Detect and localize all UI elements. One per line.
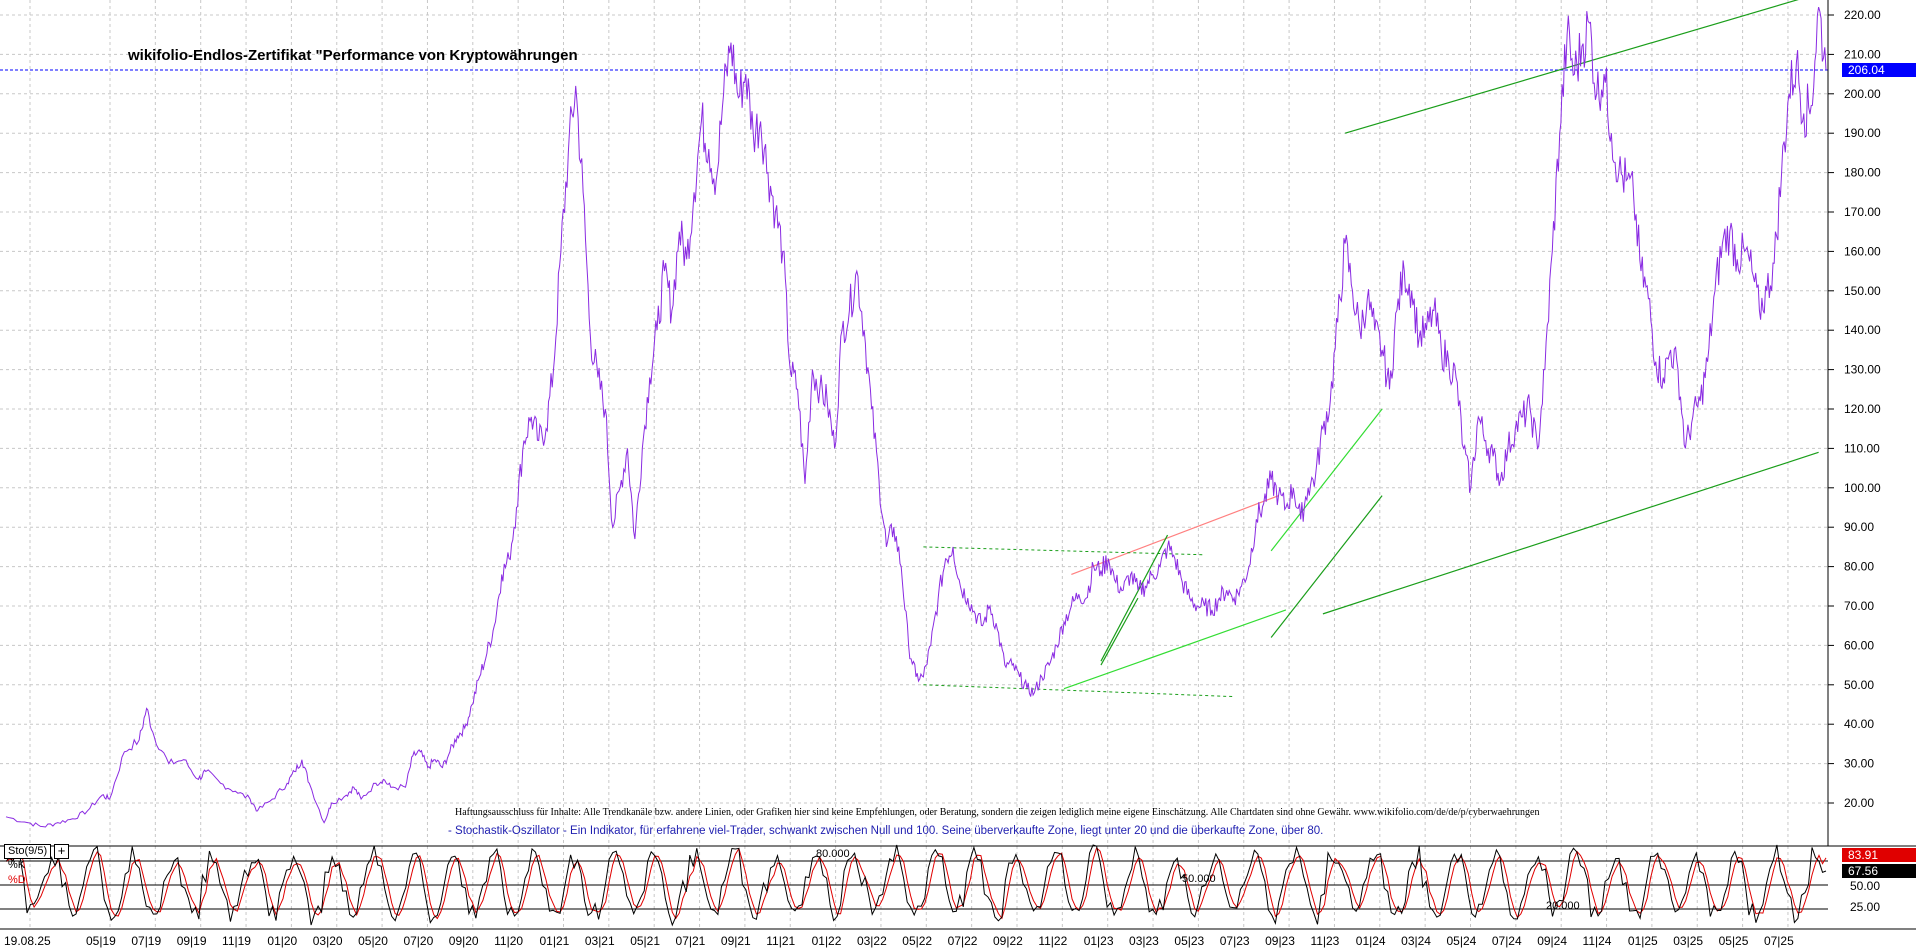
y-tick-label: 50.00 bbox=[1844, 678, 1874, 692]
x-tick-label: 07|24 bbox=[1492, 934, 1522, 948]
y-tick-label: 190.00 bbox=[1844, 126, 1881, 140]
x-tick-label: 05|21 bbox=[630, 934, 660, 948]
x-tick-label: 09|21 bbox=[721, 934, 751, 948]
indicator-name[interactable]: Sto(9/5) bbox=[4, 844, 52, 859]
y-tick-label: 40.00 bbox=[1844, 717, 1874, 731]
range-bottom-dashed bbox=[923, 684, 1235, 698]
y-tick-label: 80.00 bbox=[1844, 560, 1874, 574]
x-tick-label: 05|25 bbox=[1719, 934, 1749, 948]
x-tick-label: 03|23 bbox=[1129, 934, 1159, 948]
y-tick-label: 90.00 bbox=[1844, 520, 1874, 534]
d-value-tag: 83.91 bbox=[1842, 848, 1916, 862]
disclaimer-text: Haftungsausschluss für Inhalte: Alle Tre… bbox=[455, 807, 1540, 818]
y-tick-label: 200.00 bbox=[1844, 87, 1881, 101]
stochastic-panel bbox=[0, 844, 1828, 927]
x-tick-label: 19.08.25 bbox=[4, 934, 51, 948]
y-tick-label: 130.00 bbox=[1844, 363, 1881, 377]
x-tick-label: 11|24 bbox=[1583, 934, 1612, 948]
x-tick-label: 01|24 bbox=[1356, 934, 1386, 948]
x-tick-label: 07|20 bbox=[403, 934, 433, 948]
x-tick-label: 07|23 bbox=[1220, 934, 1250, 948]
x-tick-label: 05|19 bbox=[86, 934, 116, 948]
x-tick-label: 11|19 bbox=[222, 934, 251, 948]
x-tick-label: 05|24 bbox=[1447, 934, 1477, 948]
range-top-dashed bbox=[923, 546, 1205, 556]
k-line-label: %K bbox=[8, 859, 26, 871]
d-line-label: %D bbox=[8, 874, 26, 886]
x-tick-label: 03|21 bbox=[585, 934, 615, 948]
k-value-tag: 67.56 bbox=[1842, 864, 1916, 878]
price-series-layer bbox=[5, 6, 1827, 828]
x-tick-label: 07|25 bbox=[1764, 934, 1794, 948]
y-tick-label: 180.00 bbox=[1844, 166, 1881, 180]
x-tick-label: 11|20 bbox=[494, 934, 523, 948]
y-tick-label: 110.00 bbox=[1844, 441, 1880, 455]
x-tick-label: 07|22 bbox=[948, 934, 978, 948]
chart-title: wikifolio-Endlos-Zertifikat "Performance… bbox=[128, 47, 578, 64]
stoch-d-line bbox=[5, 847, 1827, 920]
x-tick-label: 01|21 bbox=[540, 934, 570, 948]
stoch-level-50: 50.000 bbox=[1182, 873, 1216, 885]
x-tick-label: 11|21 bbox=[766, 934, 795, 948]
x-tick-label: 05|20 bbox=[358, 934, 388, 948]
price-axis: 20.00 30.00 40.00 50.00 60.00 70.00 80.00 90.00… bbox=[0, 0, 1916, 847]
y-tick-label: 170.00 bbox=[1844, 205, 1881, 219]
x-tick-label: 09|20 bbox=[449, 934, 479, 948]
y-tick-label: 140.00 bbox=[1844, 323, 1881, 337]
y-tick-label: 210.00 bbox=[1844, 47, 1881, 61]
x-tick-label: 09|22 bbox=[993, 934, 1023, 948]
x-tick-label: 09|23 bbox=[1265, 934, 1295, 948]
x-tick-label: 01|20 bbox=[267, 934, 297, 948]
current-price-tag: 206.04 bbox=[1842, 63, 1916, 77]
upper-channel-line bbox=[1344, 0, 1799, 134]
trendlines-layer bbox=[923, 0, 1819, 698]
x-tick-label: 07|21 bbox=[676, 934, 706, 948]
stoch-k-line bbox=[5, 844, 1827, 927]
y-tick-label: 70.00 bbox=[1844, 599, 1874, 613]
stoch-level-80: 80.000 bbox=[816, 848, 850, 860]
x-tick-label: 03|24 bbox=[1401, 934, 1431, 948]
support-line bbox=[1063, 609, 1287, 690]
y-tick-label: 100.00 bbox=[1844, 481, 1881, 495]
y-tick-label: 150.00 bbox=[1844, 284, 1881, 298]
x-tick-label: 09|24 bbox=[1537, 934, 1567, 948]
indicator-expand-icon[interactable]: + bbox=[54, 844, 69, 859]
y-tick-label: 30.00 bbox=[1844, 757, 1874, 771]
x-tick-label: 03|22 bbox=[857, 934, 887, 948]
x-tick-label: 03|20 bbox=[313, 934, 343, 948]
y-tick-label: 220.00 bbox=[1844, 8, 1881, 22]
x-tick-label: 09|19 bbox=[177, 934, 207, 948]
lower-channel-line bbox=[1322, 451, 1819, 615]
stoch-level-20: 20.000 bbox=[1546, 900, 1580, 912]
x-tick-label: 11|22 bbox=[1038, 934, 1067, 948]
mini-channel-lower bbox=[1100, 597, 1139, 666]
x-tick-label: 11|23 bbox=[1310, 934, 1339, 948]
x-tick-label: 01|22 bbox=[812, 934, 842, 948]
y-tick-label: 160.00 bbox=[1844, 244, 1881, 258]
stoch-axis-tick: 25.00 bbox=[1850, 900, 1881, 914]
stochastic-description: - Stochastik-Oszillator - Ein Indikator,… bbox=[448, 825, 1324, 837]
steep-channel-upper bbox=[1270, 408, 1383, 552]
grid-layer bbox=[0, 0, 1828, 928]
time-axis: 19.08.25 05|19 07|19 09|19 11|19 01|20 03|20 05… bbox=[0, 928, 1916, 948]
x-tick-label: 03|25 bbox=[1673, 934, 1703, 948]
x-tick-label: 01|25 bbox=[1628, 934, 1658, 948]
y-tick-label: 120.00 bbox=[1844, 402, 1881, 416]
stoch-axis-tick: 50.00 bbox=[1850, 879, 1881, 893]
mini-channel-upper bbox=[1100, 534, 1169, 662]
price-series-line bbox=[5, 6, 1827, 828]
x-tick-label: 05|22 bbox=[902, 934, 932, 948]
x-tick-label: 01|23 bbox=[1084, 934, 1114, 948]
y-tick-label: 60.00 bbox=[1844, 638, 1874, 652]
x-tick-label: 07|19 bbox=[131, 934, 161, 948]
x-tick-label: 05|23 bbox=[1174, 934, 1204, 948]
y-tick-label: 20.00 bbox=[1844, 796, 1874, 810]
steep-channel-lower bbox=[1270, 495, 1383, 638]
